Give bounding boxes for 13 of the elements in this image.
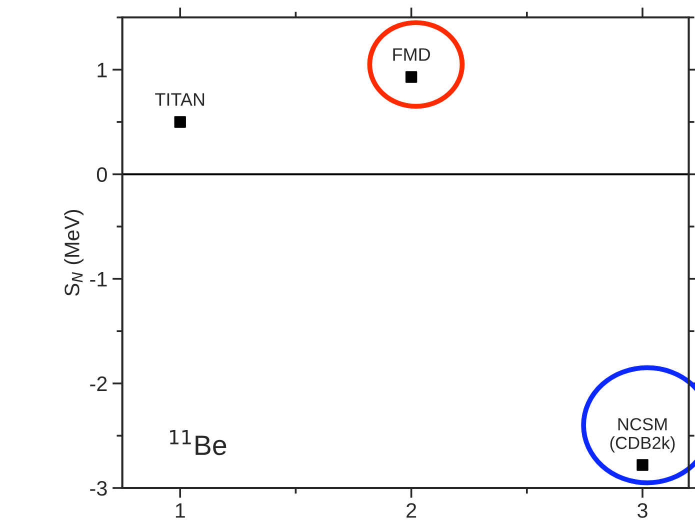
y-tick-label: -3 [90,481,107,496]
annotation: $^{11}$Be [170,430,226,456]
y-tick-label: 1 [98,62,107,78]
y-tick-label: 0 [96,167,107,182]
x-tick-label: 1 [176,503,185,518]
annotation: FMD [393,48,430,61]
x-tick-label: 2 [406,503,416,518]
x-tick-label: 3 [638,503,648,518]
y-axis-title: S$_{N}$ (MeV) [64,210,84,296]
annotation: NCSM (CDB2k) [610,418,675,452]
annotation: TITAN [155,93,204,106]
y-tick-label: -1 [90,272,107,286]
y-tick-label: -2 [90,376,107,391]
